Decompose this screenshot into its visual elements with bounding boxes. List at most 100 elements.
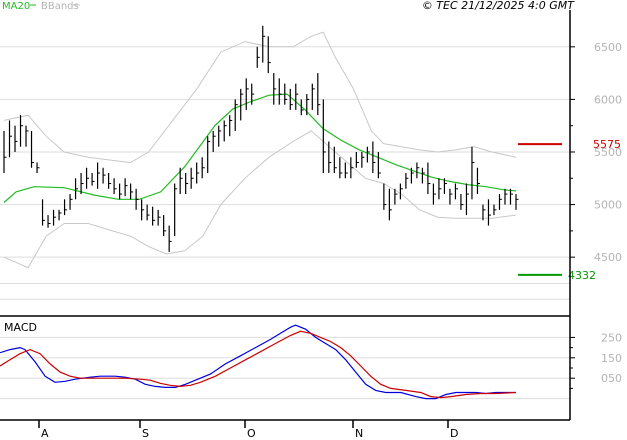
ohlc-bar	[102, 167, 106, 184]
macd-signal-line	[0, 330, 517, 399]
ohlc-bar	[504, 188, 508, 205]
ohlc-bar	[25, 125, 29, 147]
price-grid	[0, 46, 570, 300]
ohlc-bar	[245, 78, 249, 110]
ohlc-bar	[333, 146, 337, 174]
ohlc-bar	[350, 157, 354, 179]
date-tick-label: N	[355, 427, 363, 440]
ohlc-bar	[52, 209, 57, 226]
price-axis: 6500 6000 5500 5000 4500	[570, 41, 622, 264]
ohlc-bar	[262, 25, 266, 63]
ohlc-bar	[47, 215, 51, 228]
ohlc-bar	[218, 125, 222, 147]
ohlc-bar	[383, 183, 387, 210]
ohlc-bar	[179, 167, 183, 195]
ohlc-bar	[438, 178, 442, 200]
ohlc-bar	[30, 130, 35, 168]
ohlc-bar	[3, 130, 7, 174]
ohlc-bar	[234, 99, 238, 131]
macd-title: MACD	[4, 321, 37, 334]
ma20-line	[3, 93, 517, 203]
ohlc-bar	[410, 167, 414, 184]
ohlc-bar	[361, 151, 365, 168]
ohlc-bar	[454, 183, 458, 200]
ohlc-bar	[174, 183, 178, 237]
date-tick-label: O	[247, 427, 256, 440]
ohlc-bar	[141, 199, 145, 221]
macd-tick-label: 250	[601, 331, 622, 344]
ohlc-bar	[421, 167, 425, 184]
bbands-lower-line	[3, 130, 517, 269]
ohlc-bar	[240, 88, 244, 121]
ohlc-bar	[185, 173, 189, 195]
ohlc-bar	[74, 178, 79, 200]
ohlc-bar	[267, 36, 271, 74]
ohlc-bar	[344, 162, 348, 179]
date-tick-label: A	[41, 427, 49, 440]
ohlc-bar	[207, 136, 211, 174]
ohlc-bar	[80, 173, 84, 195]
price-tick-label: 4500	[594, 251, 622, 264]
ohlc-bar	[91, 173, 95, 186]
price-tick-label: 6000	[594, 93, 622, 106]
macd-axis: 250 150 050	[570, 331, 622, 389]
ohlc-bar	[482, 204, 486, 221]
ohlc-bar	[355, 151, 359, 168]
ohlc-bar	[256, 46, 260, 68]
ohlc-bar	[300, 99, 304, 116]
ohlc-bar	[372, 141, 376, 174]
ohlc-bar	[427, 162, 431, 195]
ohlc-bar	[273, 73, 277, 105]
ohlc-bar	[41, 199, 46, 226]
ohlc-bar	[196, 162, 200, 184]
ohlc-bar	[366, 146, 370, 163]
ohlc-bar	[515, 194, 519, 210]
ohlc-bar	[135, 188, 139, 210]
price-tick-label: 5500	[594, 146, 622, 159]
date-tick-label: D	[450, 427, 458, 440]
ohlc-bar	[157, 209, 161, 226]
ohlc-bar	[108, 173, 112, 189]
price-panel: 6500 6000 5500 5000 4500 5575 4332	[0, 10, 622, 315]
ohlc-bar	[63, 199, 68, 216]
ohlc-bar	[113, 178, 117, 195]
ohlc-bar	[498, 194, 502, 210]
legend: MA20 BBands	[2, 1, 80, 12]
ohlc-bars	[3, 25, 519, 252]
ohlc-bar	[394, 188, 398, 205]
ohlc-bar	[212, 130, 216, 152]
macd-tick-label: 150	[601, 352, 622, 365]
price-tick-label: 5000	[594, 199, 622, 212]
bbands-upper-line	[3, 31, 517, 164]
ohlc-bar	[460, 194, 464, 210]
macd-line	[0, 324, 516, 400]
macd-grid	[0, 336, 570, 400]
ohlc-bar	[405, 173, 409, 189]
ohlc-bar	[432, 183, 436, 205]
ohlc-bar	[328, 141, 332, 174]
ohlc-bar	[465, 183, 469, 216]
ohlc-bar	[58, 209, 62, 221]
ohlc-bar	[388, 188, 392, 221]
ohlc-bar	[36, 162, 40, 174]
ohlc-bar	[223, 120, 227, 142]
ohlc-bar	[306, 94, 310, 116]
ohlc-bar	[168, 225, 172, 252]
price-tick-label: 6500	[594, 41, 622, 54]
ohlc-bar	[295, 83, 299, 110]
ohlc-bar	[229, 115, 233, 137]
macd-panel: 250 150 050 MACD	[0, 321, 622, 400]
macd-lines	[0, 324, 517, 400]
ohlc-bar	[251, 83, 255, 105]
ohlc-bar	[8, 120, 13, 158]
legend-ma20: MA20	[2, 1, 30, 12]
ohlc-bar	[289, 88, 293, 110]
macd-tick-label: 050	[601, 372, 622, 385]
ohlc-bar	[96, 162, 101, 189]
ohlc-bar	[19, 115, 24, 147]
date-tick-label: S	[142, 427, 149, 440]
level-label: 5575	[593, 138, 621, 151]
price-levels: 5575 4332	[518, 138, 621, 282]
